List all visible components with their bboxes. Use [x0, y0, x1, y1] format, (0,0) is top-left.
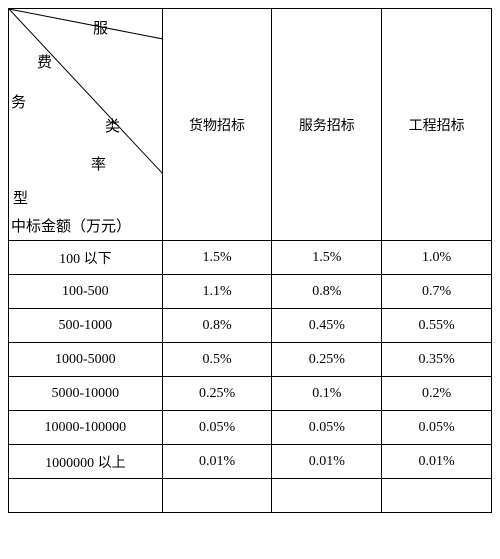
label-category: 类	[105, 115, 120, 136]
label-service: 服	[93, 17, 108, 38]
label-type: 型	[13, 187, 28, 208]
empty-cell	[9, 479, 163, 513]
table-row: 100-500 1.1% 0.8% 0.7%	[9, 275, 492, 309]
cell-value: 0.01%	[382, 445, 492, 479]
row-label: 100-500	[9, 275, 163, 309]
row-label: 10000-100000	[9, 411, 163, 445]
row-label: 1000000 以上	[9, 445, 163, 479]
cell-value: 0.7%	[382, 275, 492, 309]
table-row: 5000-10000 0.25% 0.1% 0.2%	[9, 377, 492, 411]
row-label: 500-1000	[9, 309, 163, 343]
label-fee: 费	[37, 51, 52, 72]
cell-value: 0.25%	[272, 343, 382, 377]
cell-value: 0.8%	[272, 275, 382, 309]
diagonal-header-cell: 服 费 务 类 率 型 中标金额（万元）	[9, 9, 163, 241]
fee-rate-table: 服 费 务 类 率 型 中标金额（万元） 货物招标 服务招标 工程招标 100 …	[8, 8, 492, 513]
table-row: 1000000 以上 0.01% 0.01% 0.01%	[9, 445, 492, 479]
cell-value: 0.05%	[162, 411, 272, 445]
cell-value: 1.5%	[162, 241, 272, 275]
label-affairs: 务	[11, 91, 26, 112]
cell-value: 0.8%	[162, 309, 272, 343]
cell-value: 0.25%	[162, 377, 272, 411]
col-header-service: 服务招标	[272, 9, 382, 241]
row-label: 100 以下	[9, 241, 163, 275]
empty-cell	[382, 479, 492, 513]
cell-value: 0.01%	[162, 445, 272, 479]
table-row: 1000-5000 0.5% 0.25% 0.35%	[9, 343, 492, 377]
header-row: 服 费 务 类 率 型 中标金额（万元） 货物招标 服务招标 工程招标	[9, 9, 492, 241]
table-row: 10000-100000 0.05% 0.05% 0.05%	[9, 411, 492, 445]
empty-cell	[162, 479, 272, 513]
cell-value: 1.0%	[382, 241, 492, 275]
cell-value: 0.2%	[382, 377, 492, 411]
diagonal-lines	[9, 9, 162, 241]
cell-value: 0.55%	[382, 309, 492, 343]
empty-cell	[272, 479, 382, 513]
cell-value: 1.5%	[272, 241, 382, 275]
row-label: 5000-10000	[9, 377, 163, 411]
cell-value: 0.1%	[272, 377, 382, 411]
cell-value: 0.01%	[272, 445, 382, 479]
cell-value: 1.1%	[162, 275, 272, 309]
empty-row	[9, 479, 492, 513]
col-header-goods: 货物招标	[162, 9, 272, 241]
cell-value: 0.45%	[272, 309, 382, 343]
table-row: 100 以下 1.5% 1.5% 1.0%	[9, 241, 492, 275]
cell-value: 0.05%	[382, 411, 492, 445]
table-row: 500-1000 0.8% 0.45% 0.55%	[9, 309, 492, 343]
col-header-project: 工程招标	[382, 9, 492, 241]
label-amount: 中标金额（万元）	[11, 215, 131, 236]
cell-value: 0.05%	[272, 411, 382, 445]
cell-value: 0.35%	[382, 343, 492, 377]
cell-value: 0.5%	[162, 343, 272, 377]
row-label: 1000-5000	[9, 343, 163, 377]
label-rate: 率	[91, 153, 106, 174]
